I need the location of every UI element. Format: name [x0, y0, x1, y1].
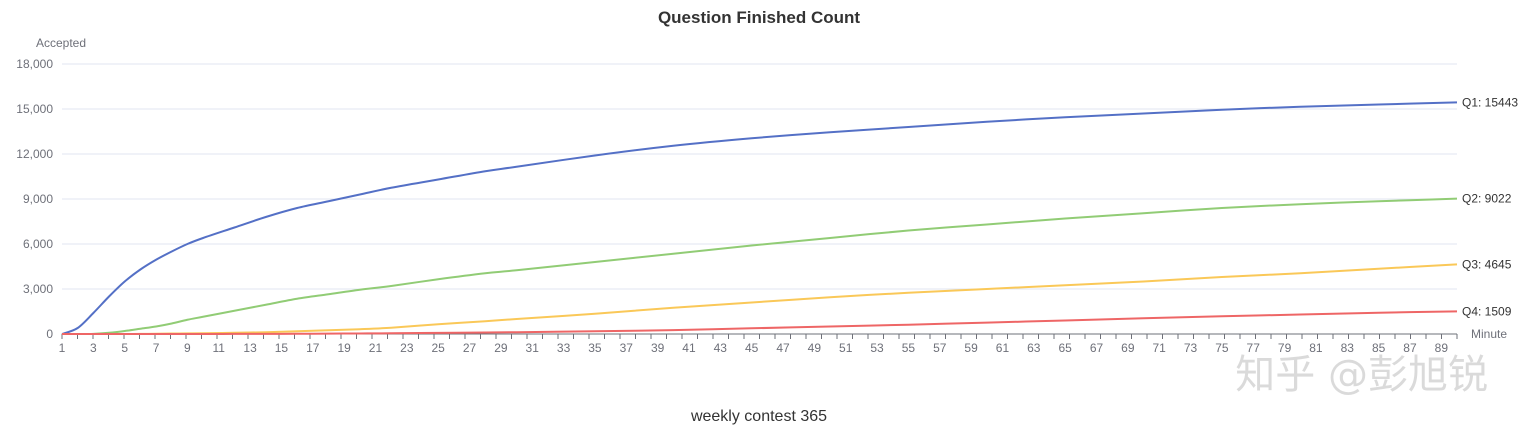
x-tick-label: 89 [1435, 341, 1449, 355]
x-tick-label: 65 [1058, 341, 1072, 355]
x-tick-label: 75 [1215, 341, 1229, 355]
x-tick-label: 23 [400, 341, 414, 355]
y-axis-label: Accepted [36, 36, 86, 50]
x-tick-label: 83 [1341, 341, 1355, 355]
x-tick-label: 59 [964, 341, 978, 355]
x-tick-label: 5 [121, 341, 128, 355]
y-axis-ticks: 0 3,000 6,000 9,000 12,000 15,000 18,000 [16, 57, 53, 341]
x-tick-label: 33 [557, 341, 571, 355]
x-tick-label: 3 [90, 341, 97, 355]
end-label-q2: Q2: 9022 [1462, 192, 1512, 206]
x-tick-label: 27 [463, 341, 477, 355]
x-tick-label: 85 [1372, 341, 1386, 355]
x-tick-label: 45 [745, 341, 759, 355]
y-tick-label: 18,000 [16, 57, 53, 71]
x-tick-label: 53 [870, 341, 884, 355]
x-tick-label: 9 [184, 341, 191, 355]
x-tick-label: 1 [59, 341, 66, 355]
y-tick-label: 9,000 [23, 192, 53, 206]
x-tick-label: 21 [369, 341, 383, 355]
y-tick-label: 6,000 [23, 237, 53, 251]
x-tick-label: 35 [588, 341, 602, 355]
x-tick-label: 19 [337, 341, 351, 355]
x-tick-label: 69 [1121, 341, 1135, 355]
x-tick-label: 47 [776, 341, 790, 355]
x-tick-label: 71 [1153, 341, 1167, 355]
y-tick-label: 0 [46, 327, 53, 341]
series-lines: Q1: 15443 Q2: 9022 Q3: 4645 Q4: 1509 [61, 95, 1518, 336]
watermark: 知乎 @彭旭锐 [1235, 352, 1488, 398]
grid-lines [62, 63, 1457, 290]
x-tick-label: 57 [933, 341, 947, 355]
y-tick-label: 12,000 [16, 147, 53, 161]
x-tick-label: 25 [432, 341, 446, 355]
y-tick-label: 15,000 [16, 102, 53, 116]
x-tick-label: 73 [1184, 341, 1198, 355]
x-tick-label: 51 [839, 341, 853, 355]
y-tick-label: 3,000 [23, 282, 53, 296]
x-tick-label: 7 [153, 341, 160, 355]
end-label-q3: Q3: 4645 [1462, 257, 1512, 271]
x-tick-label: 15 [275, 341, 289, 355]
x-tick-label: 37 [620, 341, 634, 355]
x-tick-label: 61 [996, 341, 1010, 355]
x-tick-label: 29 [494, 341, 508, 355]
x-tick-label: 81 [1309, 341, 1323, 355]
x-tick-label: 39 [651, 341, 665, 355]
x-tick-label: 79 [1278, 341, 1292, 355]
series-line-q2 [61, 197, 1458, 336]
x-tick-label: 41 [682, 341, 696, 355]
series-line-q4 [62, 310, 1458, 335]
x-tick-label: 13 [243, 341, 257, 355]
chart-title: Question Finished Count [658, 8, 860, 27]
x-axis-label: Minute [1471, 327, 1507, 341]
end-label-q1: Q1: 15443 [1462, 95, 1518, 109]
x-tick-label: 17 [306, 341, 320, 355]
x-tick-label: 11 [213, 341, 226, 355]
x-tick-label: 63 [1027, 341, 1041, 355]
chart-subtitle: weekly contest 365 [690, 408, 827, 425]
x-tick-label: 77 [1247, 341, 1261, 355]
end-label-q4: Q4: 1509 [1462, 304, 1512, 318]
x-tick-label: 55 [902, 341, 916, 355]
x-tick-label: 67 [1090, 341, 1104, 355]
x-tick-label: 87 [1403, 341, 1417, 355]
x-axis-ticks: 1 3 5 7 9 11 13 15 17 19 21 23 25 27 29 31 33 35 37 39 41 43 4… [59, 334, 1458, 355]
x-tick-label: 43 [714, 341, 728, 355]
x-tick-label: 31 [526, 341, 540, 355]
series-line-q3 [62, 263, 1458, 336]
series-line-q1 [61, 101, 1458, 335]
x-tick-label: 49 [808, 341, 822, 355]
